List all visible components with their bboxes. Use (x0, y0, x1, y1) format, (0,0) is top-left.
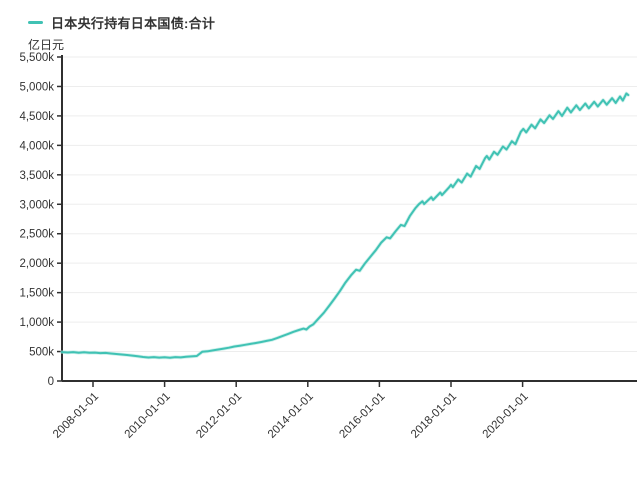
y-tick-label: 2,500k (19, 229, 54, 241)
x-tick-label: 2012-01-01 (194, 391, 244, 441)
y-tick-label: 3,500k (19, 170, 54, 182)
series-line (60, 92, 630, 359)
x-tick-label: 2014-01-01 (266, 391, 316, 441)
y-tick-label: 5,500k (19, 52, 54, 64)
y-tick-label: 5,000k (19, 81, 54, 93)
y-tick-label: 4,000k (19, 140, 54, 152)
x-tick-label: 2020-01-01 (481, 391, 531, 441)
y-tick-label: 3,000k (19, 199, 54, 211)
legend-line-icon (28, 21, 43, 24)
x-tick-label: 2008-01-01 (51, 391, 101, 441)
legend[interactable]: 日本央行持有日本国债:合计 (28, 13, 215, 32)
y-tick-label: 1,000k (19, 317, 54, 329)
x-tick-label: 2016-01-01 (337, 391, 387, 441)
y-tick-label: 0 (48, 376, 54, 388)
y-tick-label: 500k (29, 347, 54, 359)
y-axis-unit-label: 亿日元 (28, 38, 65, 52)
x-tick-label: 2010-01-01 (123, 391, 173, 441)
y-tick-label: 1,500k (19, 288, 54, 300)
x-tick-label: 2018-01-01 (409, 391, 459, 441)
series-line-halo (60, 91, 631, 360)
y-tick-label: 4,500k (19, 111, 54, 123)
y-tick-label: 2,000k (19, 258, 54, 270)
legend-label: 日本央行持有日本国债:合计 (51, 16, 216, 31)
